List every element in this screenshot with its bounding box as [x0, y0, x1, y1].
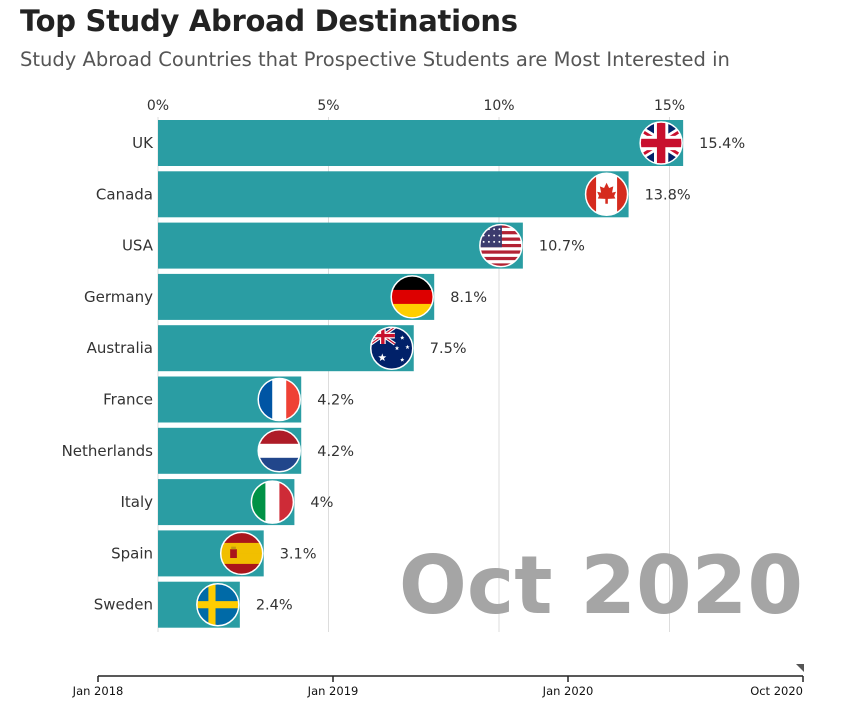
x-tick-label: 5% — [317, 98, 339, 114]
australia-flag-icon — [370, 327, 413, 370]
chart-subtitle: Study Abroad Countries that Prospective … — [20, 48, 730, 71]
x-tick-label: 10% — [483, 98, 514, 114]
timeline-label: Jan 2020 — [542, 684, 594, 698]
bar — [158, 273, 435, 320]
category-label: Italy — [120, 493, 153, 511]
category-label: Canada — [96, 185, 153, 203]
x-axis-ticks: 0% 5% 10% 15% — [147, 98, 685, 114]
timeline-label: Jan 2018 — [72, 684, 124, 698]
x-tick-label: 15% — [654, 98, 685, 114]
category-label: Germany — [84, 288, 153, 306]
x-tick-label: 0% — [147, 98, 169, 114]
category-label: France — [103, 391, 153, 409]
bar — [158, 171, 629, 218]
value-label: 3.1% — [280, 546, 317, 562]
chart-title: Top Study Abroad Destinations — [20, 4, 518, 38]
value-label: 7.5% — [430, 341, 467, 357]
category-label: Australia — [87, 339, 153, 357]
value-label: 4.2% — [317, 444, 354, 460]
category-label: Netherlands — [62, 442, 154, 460]
value-label: 8.1% — [450, 290, 487, 306]
category-label: UK — [132, 134, 154, 152]
sweden-flag-icon — [196, 583, 239, 626]
category-label: USA — [122, 237, 154, 255]
timeline-handle[interactable] — [796, 664, 804, 672]
category-label: Sweden — [94, 596, 153, 614]
bar — [158, 120, 684, 166]
value-label: 4.2% — [317, 393, 354, 409]
value-label: 2.4% — [256, 598, 293, 614]
bars: UK 15.4% Canada 13.8% USA 10.7% Germany 8.1% Aus… — [62, 120, 745, 628]
category-label: Spain — [111, 544, 153, 562]
timeline-label: Oct 2020 — [750, 684, 803, 698]
spain-flag-icon — [220, 532, 263, 575]
uk-flag-icon — [640, 122, 683, 164]
value-label: 15.4% — [699, 136, 745, 152]
value-label: 13.8% — [645, 187, 691, 203]
value-label: 4% — [310, 495, 333, 511]
timeline[interactable]: Jan 2018 Jan 2019 Jan 2020 Oct 2020 — [72, 664, 804, 698]
canada-flag-icon — [585, 173, 628, 216]
period-label: Oct 2020 — [399, 539, 803, 632]
bar — [158, 222, 523, 269]
value-label: 10.7% — [539, 239, 585, 255]
timeline-label: Jan 2019 — [307, 684, 359, 698]
